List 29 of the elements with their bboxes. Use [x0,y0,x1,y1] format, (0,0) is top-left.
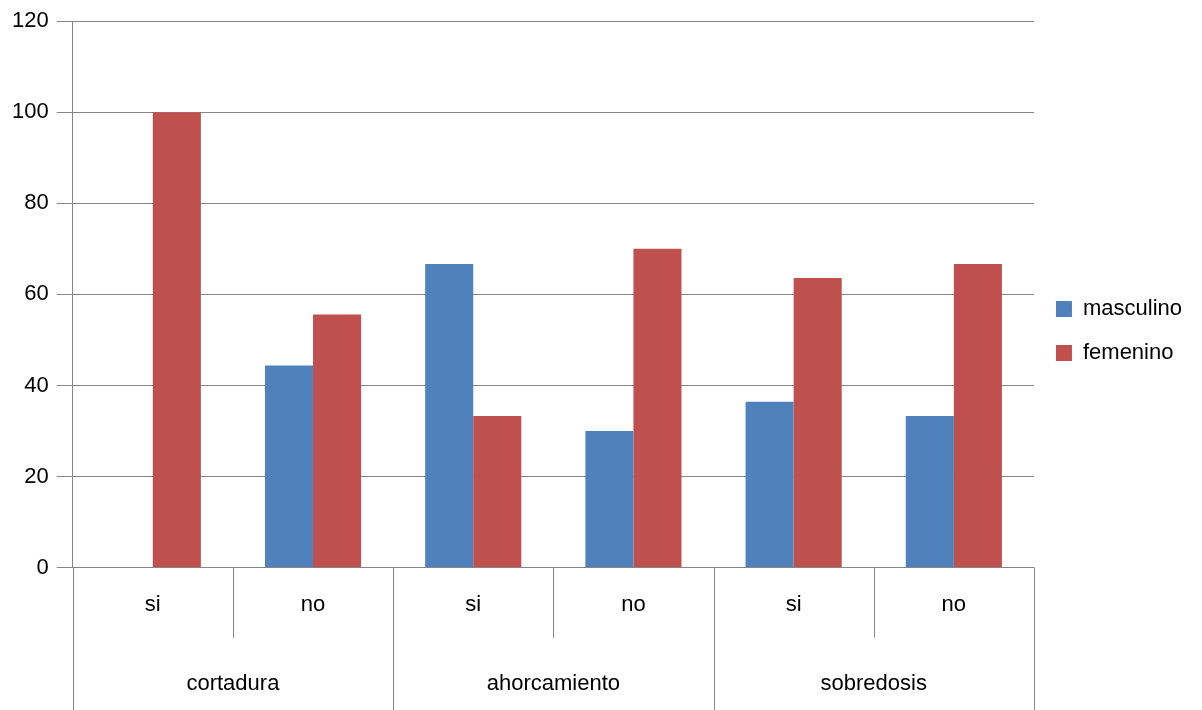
y-tick-label: 0 [36,553,49,579]
bar [425,263,474,568]
bar [264,365,314,568]
text: cortadura [186,670,281,696]
y-tick-label: 60 [24,280,49,306]
x-tick-label: si [144,590,161,616]
x-tick-label: no [300,590,326,616]
y-tick-label: 120 [11,7,49,33]
x-tick-label: si [785,590,802,616]
x-tick-label: no [941,590,967,616]
y-tick-label: 100 [11,98,49,124]
x-tick-label: no [621,590,646,616]
bar [585,431,634,568]
x-tick-label: si [465,590,482,616]
bar [313,314,362,568]
bar [905,415,954,568]
legend-label: masculino [1082,295,1182,321]
bar [953,263,1002,568]
bar [152,112,201,568]
bar [473,415,522,568]
bar [633,248,682,568]
y-tick-label: 40 [24,371,49,397]
text: ahorcamiento [486,670,620,696]
legend-label: femenino [1082,339,1174,365]
bar [793,278,842,568]
bar [745,401,794,568]
y-tick-label: 80 [24,189,49,215]
y-tick-label: 20 [24,462,49,488]
text: sobredosis [820,670,927,696]
